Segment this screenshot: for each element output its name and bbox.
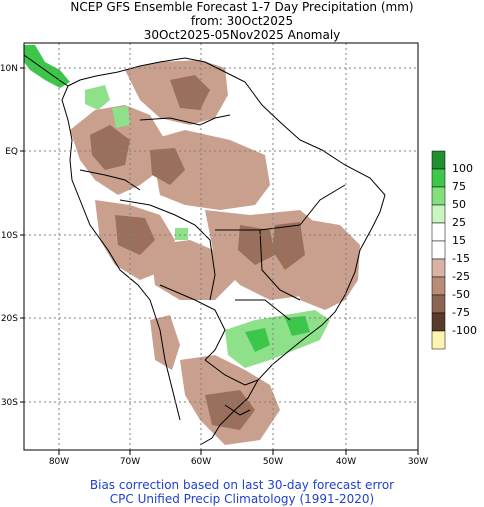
lon-label-40w: 40W [336,457,356,467]
strong-dry-amazon [150,148,185,185]
map-title: NCEP GFS Ensemble Forecast 1-7 Day Preci… [70,0,414,14]
border-brazil-west [119,199,216,301]
strong-wet-southeast-2 [285,316,310,336]
legend-swatch-75 [431,168,446,188]
legend-label-25: 25 [452,216,466,229]
color-legend [431,150,446,350]
wet-anomaly-venezuela-small [112,106,130,128]
legend-swatch-100 [431,150,446,170]
graticule [24,43,418,450]
lon-label-50w: 50W [263,457,283,467]
wet-anomaly-central-america [24,45,70,88]
border-brazil-north [139,114,231,126]
dry-anomaly-amazon [150,130,270,210]
map-subtitle-date: from: 30Oct2025 [190,14,294,28]
border-colombia-peru [79,169,141,191]
central-america-coast [24,54,69,87]
axis-ticks [20,67,419,455]
lat-label-30s: 30S [1,398,18,408]
legend-swatch-extreme [431,330,446,350]
strong-dry-northeast [272,222,305,270]
legend-swatch-15 [431,222,446,242]
lon-label-70w: 70W [120,457,140,467]
strong-dry-south [205,390,255,430]
legend-label-50: 50 [452,198,466,211]
border-states-3 [299,184,346,226]
lon-label-60w: 60W [191,457,211,467]
footer-climatology-note: CPC Unified Precip Climatology (1991-202… [109,492,375,506]
wet-anomaly-bolivia-small [175,228,188,240]
strong-wet-southeast [245,328,270,352]
strong-dry-colombia [90,125,130,170]
map-subtitle-period: 30Oct2025-05Nov2025 Anomaly [143,28,341,42]
legend-swatch-neg50 [431,276,446,296]
border-uruguay [224,404,251,416]
coastlines [24,54,386,446]
legend-swatch-neg100 [431,312,446,332]
legend-swatch-neg25 [431,258,446,278]
border-states-2 [259,229,301,301]
legend-swatch-neg75 [431,294,446,314]
lon-label-30w: 30W [408,457,428,467]
legend-label-15: 15 [452,234,466,247]
lat-label-10s: 10S [1,231,18,241]
strong-dry-venezuela [170,75,210,110]
legend-label-75: 75 [452,180,466,193]
lat-label-eq: EQ [5,147,18,157]
dry-anomaly-northeast-brazil [295,220,360,310]
border-bolivia-paraguay [159,284,226,361]
legend-swatch-25 [431,204,446,224]
border-argentina-brazil [204,359,259,386]
lat-label-10n: 10N [0,64,18,74]
wet-anomaly-colombia-coast [85,85,110,110]
legend-label-neg75: -75 [452,306,470,319]
anomaly-shading [24,45,360,445]
south-america-coastline [61,57,386,446]
dry-anomaly-bolivia [150,240,235,300]
legend-label-neg50: -50 [452,288,470,301]
map-frame-border [23,42,419,451]
legend-label-neg15: -15 [452,252,470,265]
border-states-4 [235,299,291,321]
legend-swatch-50 [431,186,446,206]
lon-label-80w: 80W [49,457,69,467]
footer-bias-note: Bias correction based on last 30-day for… [89,478,395,492]
dry-anomaly-chile [150,315,180,370]
legend-swatch-neg15 [431,240,446,260]
lat-label-20s: 20S [1,314,18,324]
legend-label-neg25: -25 [452,270,470,283]
legend-label-100: 100 [452,162,473,175]
legend-label-neg100: -100 [452,324,477,337]
